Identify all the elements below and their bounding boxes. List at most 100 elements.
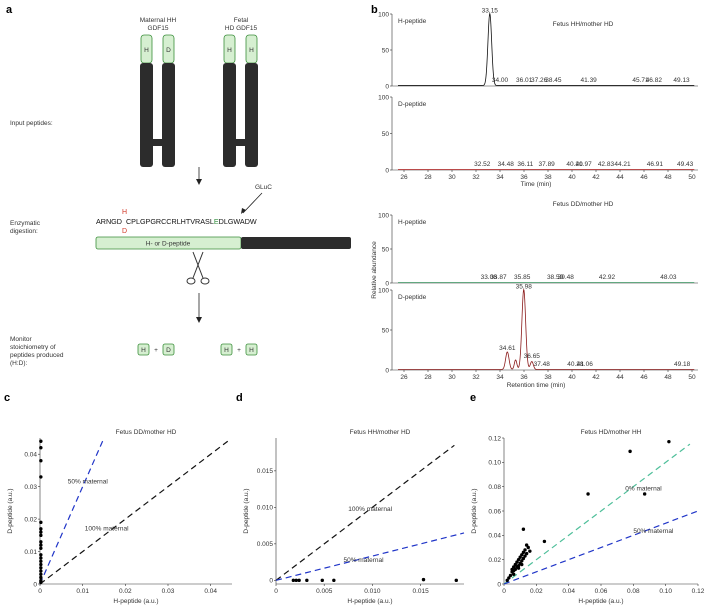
data-point: [332, 578, 336, 583]
y-tick-label: 50: [382, 47, 390, 54]
product-pair-2: H + H: [220, 343, 258, 356]
svg-text:D: D: [166, 347, 171, 354]
rt-label: 38.59: [547, 274, 564, 281]
data-point: [39, 575, 43, 580]
x-tick-label: 50: [688, 374, 696, 381]
reference-line-label: 50% maternal: [68, 478, 109, 485]
y-tick-label: 0.04: [24, 452, 37, 459]
rt-label: 36.01: [516, 77, 533, 84]
data-point: [39, 559, 43, 563]
monitor-line4: (H:D):: [10, 360, 28, 367]
y-tick-label: 100: [378, 212, 389, 219]
seq-variant-h: H: [122, 209, 127, 216]
panel-label-d: d: [236, 392, 243, 404]
x-tick-label: 0: [502, 588, 506, 595]
chromatogram-1: 0 50 100 H-peptide 33.15 34.00 36.0137.2638.45…: [378, 8, 698, 90]
data-point: [528, 549, 532, 553]
x-tick-label: 0.02: [530, 588, 543, 595]
data-point: [320, 578, 324, 583]
x-tick-label: 0: [274, 588, 278, 595]
y-tick-label: 0: [33, 581, 37, 588]
data-point: [505, 578, 509, 583]
x-tick-label: 30: [448, 174, 456, 181]
trace-line: [398, 12, 695, 86]
y-tick-label: 0.02: [24, 516, 37, 523]
data-point: [39, 580, 43, 585]
data-point: [520, 562, 524, 567]
scatter-title: Fetus DD/mother HD: [116, 429, 177, 436]
scatter-title: Fetus HD/mother HH: [581, 429, 642, 436]
x-tick-label: 42: [592, 174, 600, 181]
x-tick-label: 36: [520, 374, 528, 381]
peptide-bar-label: H- or D-peptide: [146, 241, 191, 248]
monitor-line1: Monitor: [10, 336, 33, 343]
y-axis-label: D-peptide (a.u.): [471, 488, 478, 533]
rt-label: 38.45: [545, 77, 562, 84]
data-point: [39, 540, 43, 544]
data-point: [513, 562, 518, 567]
data-point: [39, 553, 43, 557]
y-tick-label: 100: [378, 94, 389, 101]
x-tick-label: 0.04: [204, 588, 217, 595]
data-point: [297, 578, 301, 583]
rt-label: 45.71: [632, 77, 649, 84]
fetal-label-line1: Fetal: [234, 17, 249, 24]
rt-label: 39.48: [558, 274, 575, 281]
data-point: [586, 492, 590, 496]
reference-line: [503, 443, 691, 585]
data-point: [521, 550, 526, 555]
data-point: [667, 439, 671, 444]
y-tick-label: 0.010: [257, 505, 274, 512]
x-tick-label: 0.12: [692, 588, 705, 595]
x-tick-label: 26: [400, 374, 408, 381]
rt-label: 34.48: [498, 161, 515, 168]
data-point: [523, 548, 527, 552]
x-axis-label: H-peptide (a.u.): [578, 598, 623, 605]
y-tick-label: 0: [385, 83, 389, 90]
x-axis-label: H-peptide (a.u.): [347, 598, 392, 605]
y-tick-label: 0.03: [24, 484, 37, 491]
rt-label: 44.21: [614, 161, 631, 168]
y-tick-label: 0: [385, 280, 389, 287]
chromatogram-xlabel-top: Time (min): [521, 181, 552, 188]
y-tick-label: 0.04: [488, 533, 501, 540]
rt-label: 42.92: [599, 274, 616, 281]
rt-label: 37.26: [531, 77, 548, 84]
data-point: [39, 543, 43, 547]
maternal-label-line2: GDF15: [148, 25, 169, 32]
rt-label: 49.13: [673, 77, 690, 84]
x-tick-label: 0: [38, 588, 42, 595]
rt-label: 40.97: [575, 161, 592, 168]
data-point: [520, 559, 524, 563]
rt-label: 37.89: [539, 161, 556, 168]
x-tick-label: 0.005: [316, 588, 333, 595]
monitor-line3: peptides produced: [10, 352, 64, 359]
fetal-arm-1: H: [227, 47, 232, 54]
rt-label: 49.18: [674, 361, 691, 368]
maternal-arm-1: H: [144, 47, 149, 54]
y-axis-label: D-peptide (a.u.): [7, 488, 14, 533]
data-point: [39, 572, 43, 576]
y-tick-label: 0.10: [488, 460, 501, 467]
panel-label-e: e: [470, 392, 476, 404]
maternal-gdf15-dimer: Maternal HH GDF15 H D: [140, 17, 177, 167]
y-tick-label: 0.12: [488, 435, 501, 442]
data-point: [39, 527, 43, 531]
y-tick-label: 0.08: [488, 484, 501, 491]
x-tick-label: 32: [472, 174, 480, 181]
data-point: [39, 475, 43, 479]
rt-label: 34.61: [499, 345, 516, 352]
data-point: [516, 564, 521, 568]
data-point: [521, 556, 526, 561]
x-tick-label: 34: [496, 374, 504, 381]
data-point: [39, 556, 43, 560]
x-tick-label: 0.06: [595, 588, 608, 595]
rt-label: 34.00: [492, 77, 509, 84]
y-tick-label: 50: [382, 246, 390, 253]
rt-label: 33.87: [490, 274, 507, 281]
y-tick-label: 50: [382, 327, 390, 334]
data-point: [526, 545, 530, 550]
x-tick-label: 46: [640, 374, 648, 381]
data-point: [515, 560, 519, 564]
